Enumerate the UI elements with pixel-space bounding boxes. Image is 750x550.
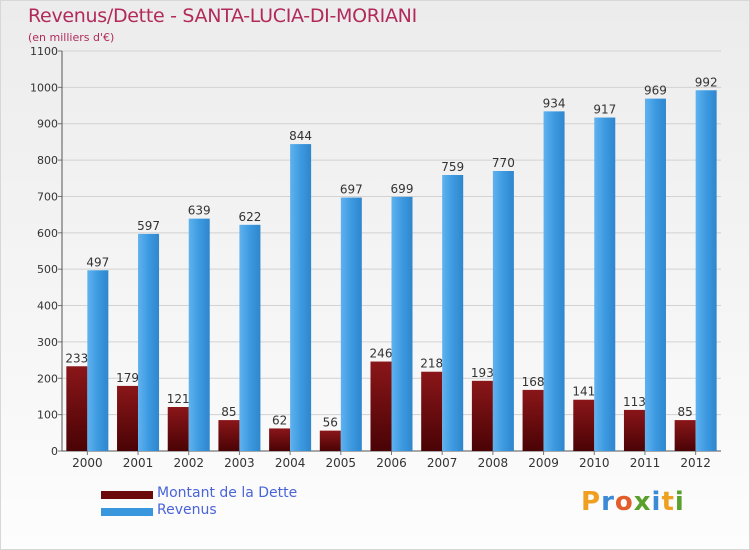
logo-letter: i xyxy=(651,487,662,517)
x-tick-label: 2003 xyxy=(224,456,255,470)
bar-revenus xyxy=(391,196,413,451)
data-label-revenus: 917 xyxy=(593,103,616,117)
bar-dette xyxy=(573,399,595,451)
data-label-dette: 246 xyxy=(370,347,393,361)
bar-revenus xyxy=(644,98,666,452)
x-tick-label: 2009 xyxy=(528,456,559,470)
bar-dette xyxy=(167,407,189,451)
data-label-revenus: 622 xyxy=(238,210,261,224)
bar-revenus xyxy=(188,218,210,451)
x-tick-label: 2007 xyxy=(427,456,458,470)
y-tick-label: 1000 xyxy=(30,81,58,94)
y-tick-label: 800 xyxy=(37,154,58,167)
data-label-dette: 218 xyxy=(420,357,443,371)
data-label-revenus: 697 xyxy=(340,183,363,197)
data-label-dette: 168 xyxy=(522,375,545,389)
y-tick-label: 700 xyxy=(37,190,58,203)
y-tick-label: 100 xyxy=(37,409,58,422)
x-tick-label: 2005 xyxy=(326,456,357,470)
bar-revenus xyxy=(87,270,109,451)
bar-dette xyxy=(269,428,291,451)
bar-dette xyxy=(319,430,341,451)
data-label-dette: 85 xyxy=(678,405,693,419)
bar-revenus xyxy=(543,111,565,451)
legend-label-revenus: Revenus xyxy=(157,502,217,518)
y-tick-label: 200 xyxy=(37,372,58,385)
bar-revenus xyxy=(594,117,616,451)
data-label-revenus: 597 xyxy=(137,219,160,233)
bar-dette xyxy=(471,380,493,451)
proxiti-logo: Proxiti xyxy=(581,487,685,517)
bar-dette xyxy=(117,385,139,451)
bar-revenus xyxy=(290,144,312,451)
bar-dette xyxy=(218,420,240,451)
y-tick-label: 300 xyxy=(37,336,58,349)
bar-revenus xyxy=(239,224,261,451)
legend-swatch-dette xyxy=(101,491,153,499)
y-tick-label: 900 xyxy=(37,118,58,131)
y-tick-label: 1100 xyxy=(30,45,58,58)
data-label-revenus: 639 xyxy=(188,204,211,218)
data-label-dette: 56 xyxy=(323,416,338,430)
x-tick-label: 2011 xyxy=(630,456,661,470)
data-label-revenus: 770 xyxy=(492,156,515,170)
x-tick-label: 2008 xyxy=(478,456,509,470)
bar-dette xyxy=(674,420,696,451)
logo-letter: r xyxy=(601,487,615,517)
logo-letter: P xyxy=(581,487,602,517)
bar-revenus xyxy=(340,197,362,451)
y-tick-label: 0 xyxy=(51,445,58,458)
data-label-revenus: 992 xyxy=(695,75,718,89)
y-tick-label: 600 xyxy=(37,227,58,240)
x-tick-label: 2001 xyxy=(123,456,154,470)
logo-letter: i xyxy=(674,487,685,517)
bar-dette xyxy=(623,409,645,451)
bar-dette xyxy=(522,389,544,451)
data-label-revenus: 497 xyxy=(86,255,109,269)
chart-title: Revenus/Dette - SANTA-LUCIA-DI-MORIANI xyxy=(28,5,417,27)
x-tick-label: 2010 xyxy=(579,456,610,470)
y-tick-label: 400 xyxy=(37,300,58,313)
legend-swatch-revenus xyxy=(101,508,153,516)
x-tick-label: 2012 xyxy=(680,456,711,470)
x-tick-label: 2000 xyxy=(72,456,103,470)
x-tick-label: 2006 xyxy=(376,456,407,470)
data-label-revenus: 969 xyxy=(644,84,667,98)
data-label-revenus: 699 xyxy=(391,182,414,196)
data-label-revenus: 934 xyxy=(543,96,566,110)
data-label-dette: 233 xyxy=(65,351,88,365)
chart-subtitle: (en milliers d'€) xyxy=(28,31,115,44)
bar-revenus xyxy=(442,175,464,451)
x-tick-label: 2004 xyxy=(275,456,306,470)
data-label-dette: 141 xyxy=(572,385,595,399)
x-tick-label: 2002 xyxy=(173,456,204,470)
legend-label-dette: Montant de la Dette xyxy=(157,485,298,501)
bar-revenus xyxy=(138,233,160,451)
data-label-dette: 179 xyxy=(116,371,139,385)
bar-dette xyxy=(421,371,443,451)
bar-revenus xyxy=(695,90,717,451)
data-label-dette: 85 xyxy=(221,405,236,419)
data-label-dette: 62 xyxy=(272,413,287,427)
bar-dette xyxy=(370,361,392,451)
bar-dette xyxy=(66,366,88,451)
data-label-revenus: 759 xyxy=(441,160,464,174)
logo-letter: o xyxy=(614,487,634,517)
data-label-dette: 113 xyxy=(623,395,646,409)
logo-letter: x xyxy=(633,487,652,517)
y-tick-label: 500 xyxy=(37,263,58,276)
data-label-dette: 193 xyxy=(471,366,494,380)
logo-letter: t xyxy=(661,487,675,517)
data-label-dette: 121 xyxy=(167,392,190,406)
data-label-revenus: 844 xyxy=(289,129,312,143)
bar-revenus xyxy=(492,171,514,451)
